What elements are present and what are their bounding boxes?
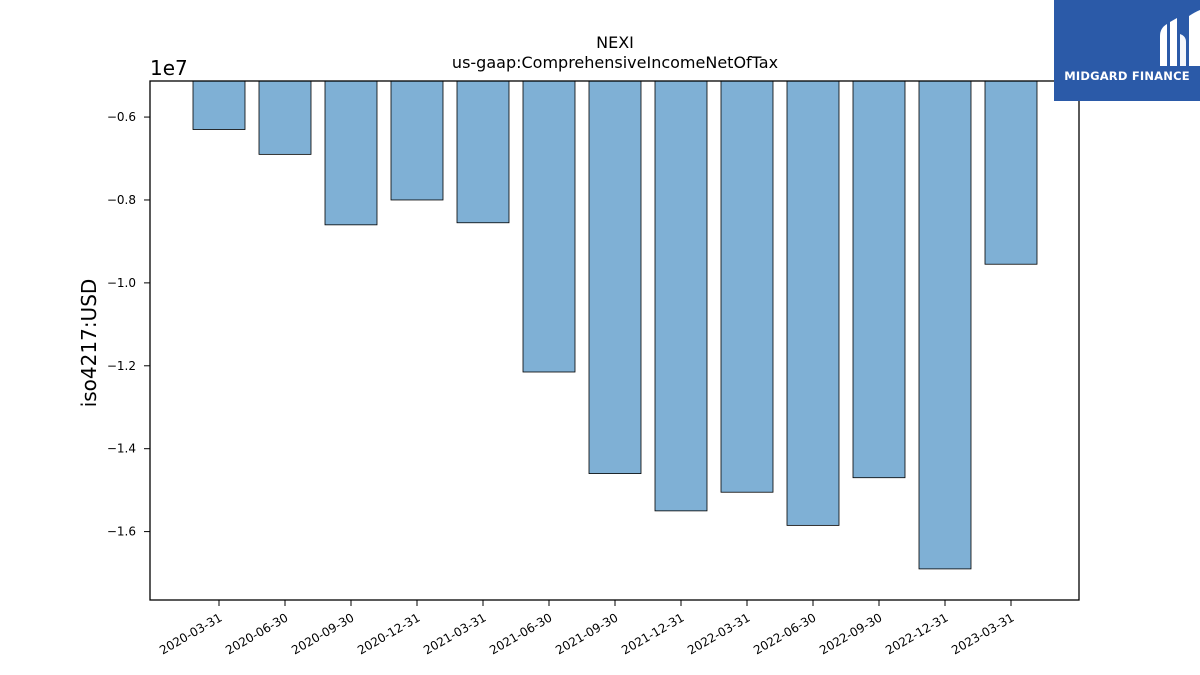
x-tick-label: 2021-03-31 (421, 610, 488, 657)
bar-2022-09-30 (852, 80, 906, 479)
midgard-logo-icon (1160, 10, 1200, 66)
bars-group (192, 80, 1038, 570)
brand-logo-text: MIDGARD FINANCE (1064, 69, 1190, 83)
y-ticks-group: −0.6 −0.8 −1.0 −1.2 −1.4 −1.6 (107, 110, 150, 539)
chart-subtitle: us-gaap:ComprehensiveIncomeNetOfTax (452, 53, 778, 72)
x-tick-label: 2023-03-31 (949, 610, 1016, 657)
bar-2020-12-31 (390, 80, 444, 201)
bar-2021-12-31 (654, 80, 708, 512)
y-tick-label: −0.8 (107, 193, 136, 207)
x-tick-label: 2020-03-31 (157, 610, 224, 657)
x-tick-label: 2022-03-31 (685, 610, 752, 657)
bar-2020-06-30 (258, 80, 312, 155)
x-tick-label: 2021-09-30 (553, 610, 620, 657)
x-ticks-group: 2020-03-312020-06-302020-09-302020-12-31… (157, 600, 1017, 657)
bar-2020-03-31 (192, 80, 246, 130)
plot-frame (149, 80, 1080, 601)
y-tick-label: −1.2 (107, 359, 136, 373)
x-tick-label: 2020-09-30 (289, 610, 356, 657)
brand-logo: MIDGARD FINANCE (1054, 0, 1200, 101)
y-tick-label: −0.6 (107, 110, 136, 124)
bar-2022-06-30 (786, 80, 840, 526)
x-tick-label: 2022-06-30 (751, 610, 818, 657)
x-tick-label: 2021-12-31 (619, 610, 686, 657)
y-tick-label: −1.4 (107, 442, 136, 456)
y-axis-label: iso4217:USD (77, 279, 101, 408)
x-tick-label: 2022-12-31 (883, 610, 950, 657)
y-axis-scale-label: 1e7 (150, 56, 188, 80)
bar-2023-03-31 (984, 80, 1038, 265)
x-tick-label: 2020-12-31 (355, 610, 422, 657)
x-tick-label: 2020-06-30 (223, 610, 290, 657)
x-tick-label: 2022-09-30 (817, 610, 884, 657)
bar-2021-03-31 (456, 80, 510, 224)
x-tick-label: 2021-06-30 (487, 610, 554, 657)
y-tick-label: −1.0 (107, 276, 136, 290)
bar-2022-12-31 (918, 80, 972, 570)
y-tick-label: −1.6 (107, 525, 136, 539)
bar-2020-09-30 (324, 80, 378, 226)
bar-2022-03-31 (720, 80, 774, 493)
bar-2021-09-30 (588, 80, 642, 474)
bar-2021-06-30 (522, 80, 576, 373)
chart-title: NEXI (596, 33, 634, 52)
